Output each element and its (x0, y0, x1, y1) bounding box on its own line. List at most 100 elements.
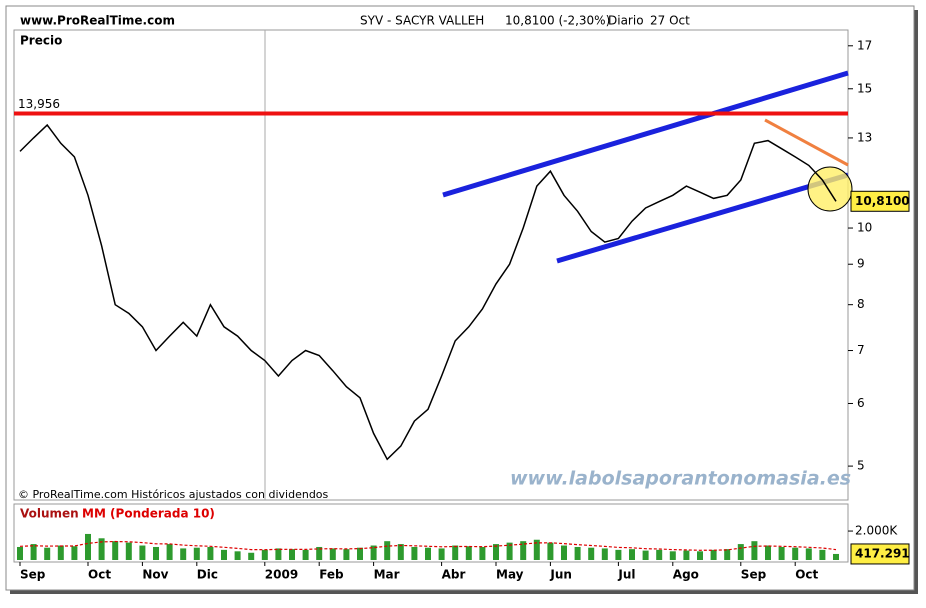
site: www.ProRealTime.com (20, 14, 175, 28)
volume-bar (302, 549, 309, 560)
last-volume-label: 417.291 (855, 546, 910, 560)
trend-line (764, 118, 849, 167)
legend-ma: MM (Ponderada 10) (82, 507, 215, 521)
channel-upper (442, 70, 849, 198)
x-tick-label: Mar (374, 568, 400, 582)
y-tick-label: 9 (857, 257, 865, 271)
volume-bar (479, 546, 486, 560)
volume-bar (248, 552, 255, 560)
volume-bar (261, 549, 268, 560)
highlight-circle (807, 166, 853, 212)
price-line (19, 123, 837, 461)
volume-bar (615, 549, 622, 560)
volume-bar (125, 542, 132, 560)
last-value-label: 10,8100 (855, 194, 910, 208)
x-tick-label: Dic (197, 568, 218, 582)
volume-bar (234, 551, 241, 560)
y-tick-label: 10 (857, 221, 872, 235)
y-tick-label: 13 (857, 130, 872, 144)
volume-bar (166, 544, 173, 560)
y-tick-label: 5 (857, 459, 865, 473)
volume-bar (465, 546, 472, 560)
y-tick-label: 7 (857, 343, 865, 357)
volume-bar (737, 544, 744, 560)
volume-bar (30, 544, 37, 560)
volume-bar (329, 548, 336, 560)
volume-bar (207, 546, 214, 560)
volume-bar (629, 549, 635, 560)
volume-bar (805, 548, 812, 560)
volume-bar (561, 545, 567, 560)
x-tick-label: Sep (20, 568, 46, 582)
volume-bar (98, 538, 105, 560)
volume-bar (316, 546, 323, 560)
volume-bar (819, 549, 826, 560)
volume-bar (425, 547, 431, 560)
volume-bar (71, 546, 78, 560)
volume-bar (384, 541, 391, 560)
volume-bar (778, 546, 785, 560)
y-label: Precio (20, 34, 62, 48)
volume-bar (669, 551, 676, 560)
y-tick-label: 15 (857, 81, 872, 95)
x-tick-label: Nov (142, 568, 168, 582)
period: Diario (608, 14, 644, 28)
resistance-label: 13,956 (18, 97, 60, 111)
volume-bar (85, 533, 91, 560)
volume-bar (765, 545, 771, 560)
volume-bar (533, 539, 540, 560)
y-tick-label: 6 (857, 396, 865, 410)
moving-average (19, 540, 837, 551)
note: © ProRealTime.com Históricos ajustados c… (18, 488, 329, 501)
volume-bar (44, 547, 51, 560)
y-tick-label: 2.000K (855, 524, 898, 538)
title: SYV - SACYR VALLEH (360, 14, 484, 28)
quote: 10,8100 (-2,30%) (505, 14, 610, 28)
channel-lower (556, 172, 849, 264)
volume-bar (520, 541, 527, 560)
volume-bar (139, 545, 146, 560)
date: 27 Oct (650, 14, 690, 28)
x-tick-label: Jul (617, 568, 635, 582)
last-volume-box (850, 543, 910, 565)
volume-bar (547, 542, 554, 560)
volume-bar (193, 547, 200, 560)
volume-bar (289, 549, 295, 560)
x-tick-label: May (496, 568, 524, 582)
legend-volume: Volumen (20, 507, 79, 521)
x-tick-label: Feb (319, 568, 344, 582)
volume-bar (574, 546, 581, 560)
volume-bar (724, 549, 731, 560)
watermark: www.labolsaporantonomasia.es (510, 468, 851, 490)
volume-bar (588, 547, 595, 560)
volume-bar (751, 541, 758, 560)
x-tick-label: Oct (88, 568, 111, 582)
last-value-box (850, 190, 910, 212)
x-tick-label: Jun (549, 568, 572, 582)
volume-bar (452, 545, 459, 560)
y-tick-label: 8 (857, 297, 865, 311)
volume-bar (221, 549, 227, 560)
x-tick-label: Abr (442, 568, 466, 582)
x-tick-label: Sep (741, 568, 767, 582)
x-tick-label: Oct (795, 568, 818, 582)
volume-bar (275, 548, 282, 560)
volume-bar (370, 545, 377, 560)
volume-bar (506, 542, 513, 560)
volume-bar (710, 549, 717, 560)
volume-bar (57, 545, 64, 560)
volume-bar (833, 553, 839, 560)
volume-bar (180, 548, 187, 560)
price-panel (13, 29, 849, 501)
volume-bar (153, 546, 159, 560)
volume-bar (601, 548, 608, 560)
volume-bar (17, 546, 23, 560)
volume-bar (112, 541, 119, 560)
y-tick-label: 17 (857, 38, 872, 52)
volume-bar (792, 547, 799, 560)
volume-bar (642, 550, 649, 560)
x-tick-label: Ago (673, 568, 699, 582)
volume-bar (493, 544, 499, 560)
volume-bar (343, 549, 350, 560)
